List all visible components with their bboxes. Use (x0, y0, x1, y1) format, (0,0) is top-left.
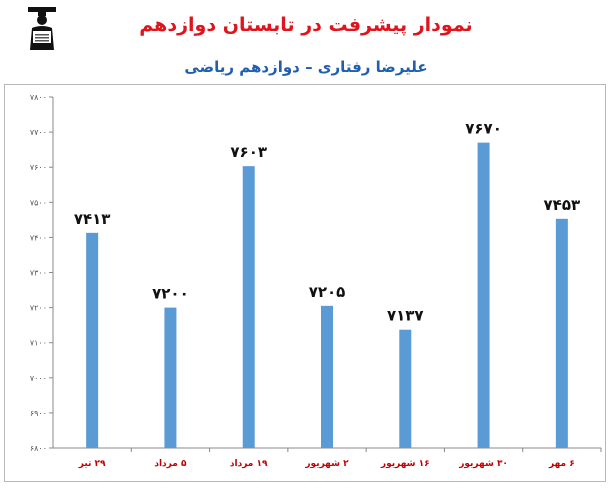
y-tick-label: ۷۱۰۰ (30, 339, 47, 348)
bar (86, 232, 99, 448)
y-tick-label: ۷۰۰۰ (30, 374, 47, 383)
data-label: ۷۶۷۰ (465, 120, 502, 138)
x-tick-label: ۱۶ شهریور (380, 459, 430, 469)
chart-area: ۶۸۰۰ ۶۹۰۰ ۷۰۰۰ ۷۱۰۰ ۷۲۰۰ ۷۳۰۰ ۷۴۰۰ ۷۵۰۰ ۷۶۰۰ ۷۷۰۰… (4, 84, 606, 482)
data-label: ۷۶۰۳ (230, 143, 267, 161)
bar (477, 142, 490, 448)
y-tick-label: ۶۸۰۰ (30, 444, 47, 453)
bar (555, 218, 568, 448)
data-label: ۷۴۵۳ (544, 196, 581, 214)
bar (164, 307, 177, 448)
x-tick-label: ۱۹ مرداد (230, 459, 268, 469)
data-label: ۷۱۳۷ (387, 307, 424, 325)
y-tick-label: ۷۵۰۰ (30, 198, 47, 207)
logo (22, 6, 62, 50)
x-tick-label: ۵ مرداد (154, 459, 187, 469)
chart-title: نمودار پیشرفت در تابستان دوازدهم (139, 14, 473, 36)
y-tick-label: ۷۸۰۰ (30, 93, 47, 102)
bar (242, 166, 255, 448)
y-tick-label: ۶۹۰۰ (30, 409, 47, 418)
y-tick-label: ۷۴۰۰ (30, 233, 47, 242)
graduate-logo-icon (28, 7, 56, 50)
y-tick-label: ۷۲۰۰ (30, 304, 47, 313)
y-tick-label: ۷۶۰۰ (30, 163, 47, 172)
bar-chart: ۶۸۰۰ ۶۹۰۰ ۷۰۰۰ ۷۱۰۰ ۷۲۰۰ ۷۳۰۰ ۷۴۰۰ ۷۵۰۰ ۷۶۰۰ ۷۷۰۰… (30, 93, 602, 469)
x-tick-label: ۲ شهریور (304, 459, 349, 469)
bar (399, 329, 412, 448)
data-label: ۷۴۱۳ (74, 210, 111, 228)
x-tick-label: ۳۰ شهریور (458, 459, 508, 469)
chart-subtitle: علیرضا رفتاری – دوازدهم ریاضی (184, 58, 428, 76)
y-tick-label: ۷۳۰۰ (30, 269, 47, 278)
data-label: ۷۲۰۵ (309, 283, 346, 301)
data-label: ۷۲۰۰ (152, 285, 189, 303)
x-tick-label: ۲۹ تیر (78, 459, 106, 469)
bar (321, 305, 333, 448)
y-tick-label: ۷۷۰۰ (30, 128, 47, 137)
x-tick-label: ۶ مهر (548, 459, 575, 469)
